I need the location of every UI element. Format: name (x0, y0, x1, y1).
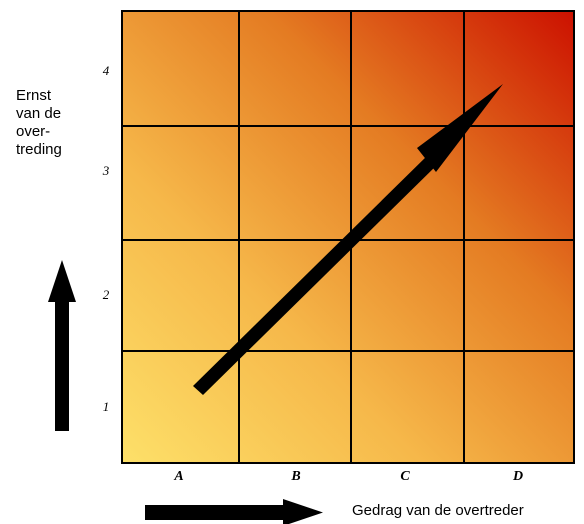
y-axis-label-line: treding (16, 141, 62, 158)
y-axis-arrow-head (48, 260, 76, 302)
y-tick-label: 2 (102, 287, 110, 302)
x-axis-arrow (145, 499, 323, 524)
y-axis-label: Ernst van de over- treding (16, 87, 96, 159)
diagonal-arrow-shaft (193, 153, 440, 395)
x-axis-label: Gedrag van de overtreder (352, 502, 524, 519)
y-tick-label: 3 (102, 163, 110, 178)
x-tick-label: B (291, 469, 301, 484)
grid-line-vertical (238, 12, 240, 462)
y-axis-label-line: Ernst (16, 87, 52, 104)
y-tick-label: 1 (102, 399, 110, 414)
grid-line-horizontal (123, 125, 573, 127)
y-axis-label-line: over- (16, 123, 51, 140)
y-axis-label-line: van de (16, 105, 62, 122)
x-tick-label: D (512, 469, 524, 484)
y-tick-label: 4 (102, 63, 110, 78)
diagonal-arrow-head (417, 84, 503, 172)
grid-line-vertical (463, 12, 465, 462)
y-axis-arrow (48, 260, 76, 431)
y-axis-arrow-shaft (55, 300, 69, 431)
x-tick-label: C (400, 469, 410, 484)
x-tick-label: A (174, 469, 184, 484)
diagonal-arrow (193, 84, 503, 395)
x-axis-arrow-head (283, 499, 323, 524)
grid-line-horizontal (123, 350, 573, 352)
x-axis-arrow-shaft (145, 505, 285, 520)
